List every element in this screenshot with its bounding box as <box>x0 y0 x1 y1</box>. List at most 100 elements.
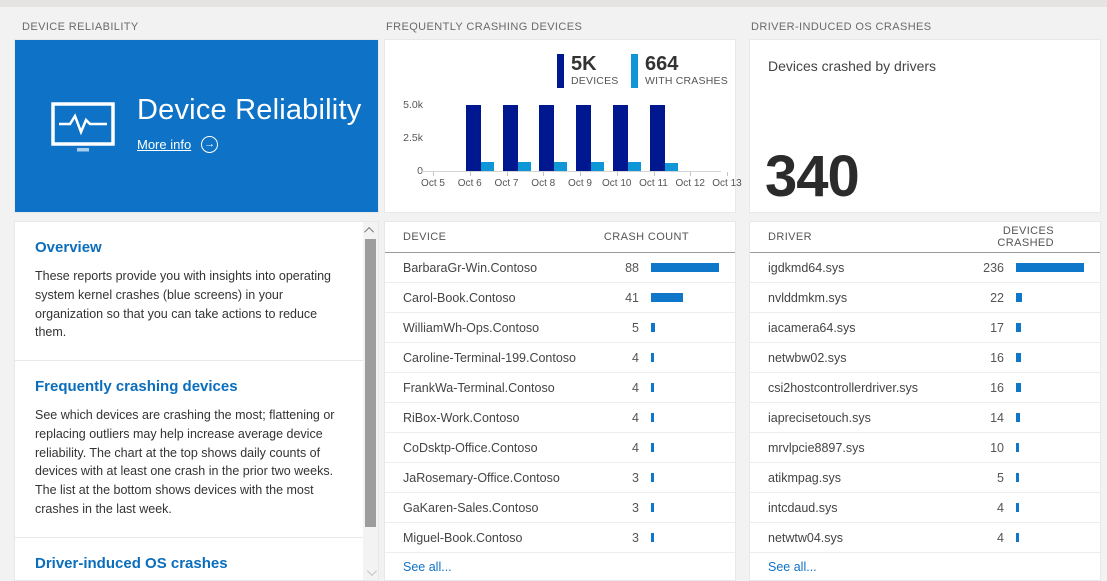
top-strip <box>0 0 1107 7</box>
row-name: FrankWa-Terminal.Contoso <box>403 380 555 395</box>
table-row[interactable]: RiBox-Work.Contoso 4 <box>385 403 735 433</box>
chart-bar-with-crashes[interactable] <box>627 162 641 171</box>
table-row[interactable]: WilliamWh-Ops.Contoso 5 <box>385 313 735 343</box>
summary-label: Devices crashed by drivers <box>768 58 937 74</box>
row-bar <box>651 503 654 512</box>
row-name: WilliamWh-Ops.Contoso <box>403 320 540 335</box>
row-name: RiBox-Work.Contoso <box>403 410 520 425</box>
row-count: 4 <box>632 410 639 425</box>
y-tick-label: 5.0k <box>403 99 423 111</box>
section-body: These reports provide you with insights … <box>35 269 331 340</box>
scroll-up-icon[interactable] <box>363 222 378 238</box>
table-row[interactable]: BarbaraGr-Win.Contoso 88 <box>385 253 735 283</box>
table-row[interactable]: csi2hostcontrollerdriver.sys 16 <box>750 373 1100 403</box>
table-row[interactable]: intcdaud.sys 4 <box>750 493 1100 523</box>
devices-crashed-summary-card: Devices crashed by drivers 340 <box>750 40 1100 212</box>
row-count: 41 <box>625 290 639 305</box>
monitor-pulse-icon <box>51 102 115 152</box>
scroll-down-icon[interactable] <box>363 564 378 580</box>
chart-bar-with-crashes[interactable] <box>517 162 531 171</box>
column-header-frequently-crashing-devices: FREQUENTLY CRASHING DEVICES <box>386 21 583 33</box>
table-row[interactable]: GaKaren-Sales.Contoso 3 <box>385 493 735 523</box>
table-row[interactable]: Carol-Book.Contoso 41 <box>385 283 735 313</box>
device-reliability-tile[interactable]: Device Reliability More info → <box>15 40 378 212</box>
table-row[interactable]: netwbw02.sys 16 <box>750 343 1100 373</box>
section-body: See which devices are crashing the most;… <box>35 408 335 516</box>
row-bar <box>651 293 683 302</box>
table-row[interactable]: mrvlpcie8897.sys 10 <box>750 433 1100 463</box>
row-count: 4 <box>997 500 1004 515</box>
chart-bar-devices[interactable] <box>649 105 665 171</box>
chart-bar-devices[interactable] <box>576 105 591 171</box>
table-row[interactable]: nvlddmkm.sys 22 <box>750 283 1100 313</box>
table-row[interactable]: atikmpag.sys 5 <box>750 463 1100 493</box>
row-bar <box>651 413 654 422</box>
table-row[interactable]: igdkmd64.sys 236 <box>750 253 1100 283</box>
see-all-drivers-link[interactable]: See all... <box>768 560 817 574</box>
x-tick-label: Oct 6 <box>457 178 482 189</box>
scrollbar-thumb[interactable] <box>365 239 376 527</box>
table-header-row: DEVICE CRASH COUNT <box>385 222 735 253</box>
see-all-devices-link[interactable]: See all... <box>403 560 452 574</box>
chart-bar-with-crashes[interactable] <box>480 162 494 171</box>
frequently-crashing-devices-table: DEVICE CRASH COUNT BarbaraGr-Win.Contoso… <box>385 222 735 580</box>
x-tick <box>616 172 618 176</box>
row-count: 10 <box>990 440 1004 455</box>
legend-devices-value: 5K <box>571 53 597 75</box>
table-row[interactable]: Miguel-Book.Contoso 3 <box>385 523 735 553</box>
table-row[interactable]: netwtw04.sys 4 <box>750 523 1100 553</box>
x-tick <box>469 172 471 176</box>
chart-bar-devices[interactable] <box>502 105 518 171</box>
row-bar <box>651 443 654 452</box>
table-row[interactable]: JaRosemary-Office.Contoso 3 <box>385 463 735 493</box>
legend-with-crashes-value: 664 <box>645 53 679 75</box>
table-row[interactable]: iaprecisetouch.sys 14 <box>750 403 1100 433</box>
row-bar <box>1016 413 1020 422</box>
table-row[interactable]: FrankWa-Terminal.Contoso 4 <box>385 373 735 403</box>
x-tick-label: Oct 5 <box>421 178 445 189</box>
row-bar <box>651 473 654 482</box>
row-name: CoDsktp-Office.Contoso <box>403 440 538 455</box>
table-row[interactable]: iacamera64.sys 17 <box>750 313 1100 343</box>
row-name: Miguel-Book.Contoso <box>403 530 523 545</box>
column-header-driver: DRIVER <box>768 231 812 243</box>
row-bar <box>651 353 654 362</box>
row-name: BarbaraGr-Win.Contoso <box>403 260 538 275</box>
row-bar <box>1016 503 1019 512</box>
row-bar <box>1016 473 1019 482</box>
more-info-link[interactable]: More info <box>137 137 192 152</box>
x-tick-label: Oct 7 <box>494 178 519 189</box>
row-name: GaKaren-Sales.Contoso <box>403 500 539 515</box>
chart-bar-with-crashes[interactable] <box>664 163 678 171</box>
chart-bar-with-crashes[interactable] <box>554 162 568 171</box>
row-count: 4 <box>632 440 639 455</box>
row-name: netwtw04.sys <box>768 530 844 545</box>
table-row[interactable]: Caroline-Terminal-199.Contoso 4 <box>385 343 735 373</box>
row-bar <box>1016 383 1021 392</box>
row-name: atikmpag.sys <box>768 470 841 485</box>
section-heading: Overview <box>35 239 102 256</box>
row-name: mrvlpcie8897.sys <box>768 440 865 455</box>
x-tick-label: Oct 13 <box>712 178 742 189</box>
row-count: 4 <box>632 380 639 395</box>
driver-induced-crashes-table: DRIVER DEVICES CRASHED igdkmd64.sys 236 nv… <box>750 222 1100 580</box>
chart-bar-devices[interactable] <box>465 105 481 171</box>
table-row[interactable]: CoDsktp-Office.Contoso 4 <box>385 433 735 463</box>
row-bar <box>651 383 654 392</box>
row-count: 3 <box>632 530 639 545</box>
row-count: 88 <box>625 260 639 275</box>
row-name: JaRosemary-Office.Contoso <box>403 470 560 485</box>
section-heading: Driver-induced OS crashes <box>35 554 228 572</box>
row-name: iacamera64.sys <box>768 320 856 335</box>
legend-with-crashes-label: WITH CRASHES <box>645 75 728 87</box>
column-header-crash-count: CRASH COUNT <box>603 231 689 243</box>
panel-scrollbar[interactable] <box>363 222 378 580</box>
x-tick-label: Oct 8 <box>531 178 556 189</box>
chart-bar-devices[interactable] <box>612 105 628 171</box>
chart-bar-with-crashes[interactable] <box>591 162 604 171</box>
tile-title: Device Reliability <box>137 94 362 126</box>
column-header-device-reliability: DEVICE RELIABILITY <box>22 21 139 33</box>
more-info-arrow-icon[interactable]: → <box>201 136 219 153</box>
column-header-device: DEVICE <box>403 231 447 243</box>
chart-bar-devices[interactable] <box>539 105 555 171</box>
